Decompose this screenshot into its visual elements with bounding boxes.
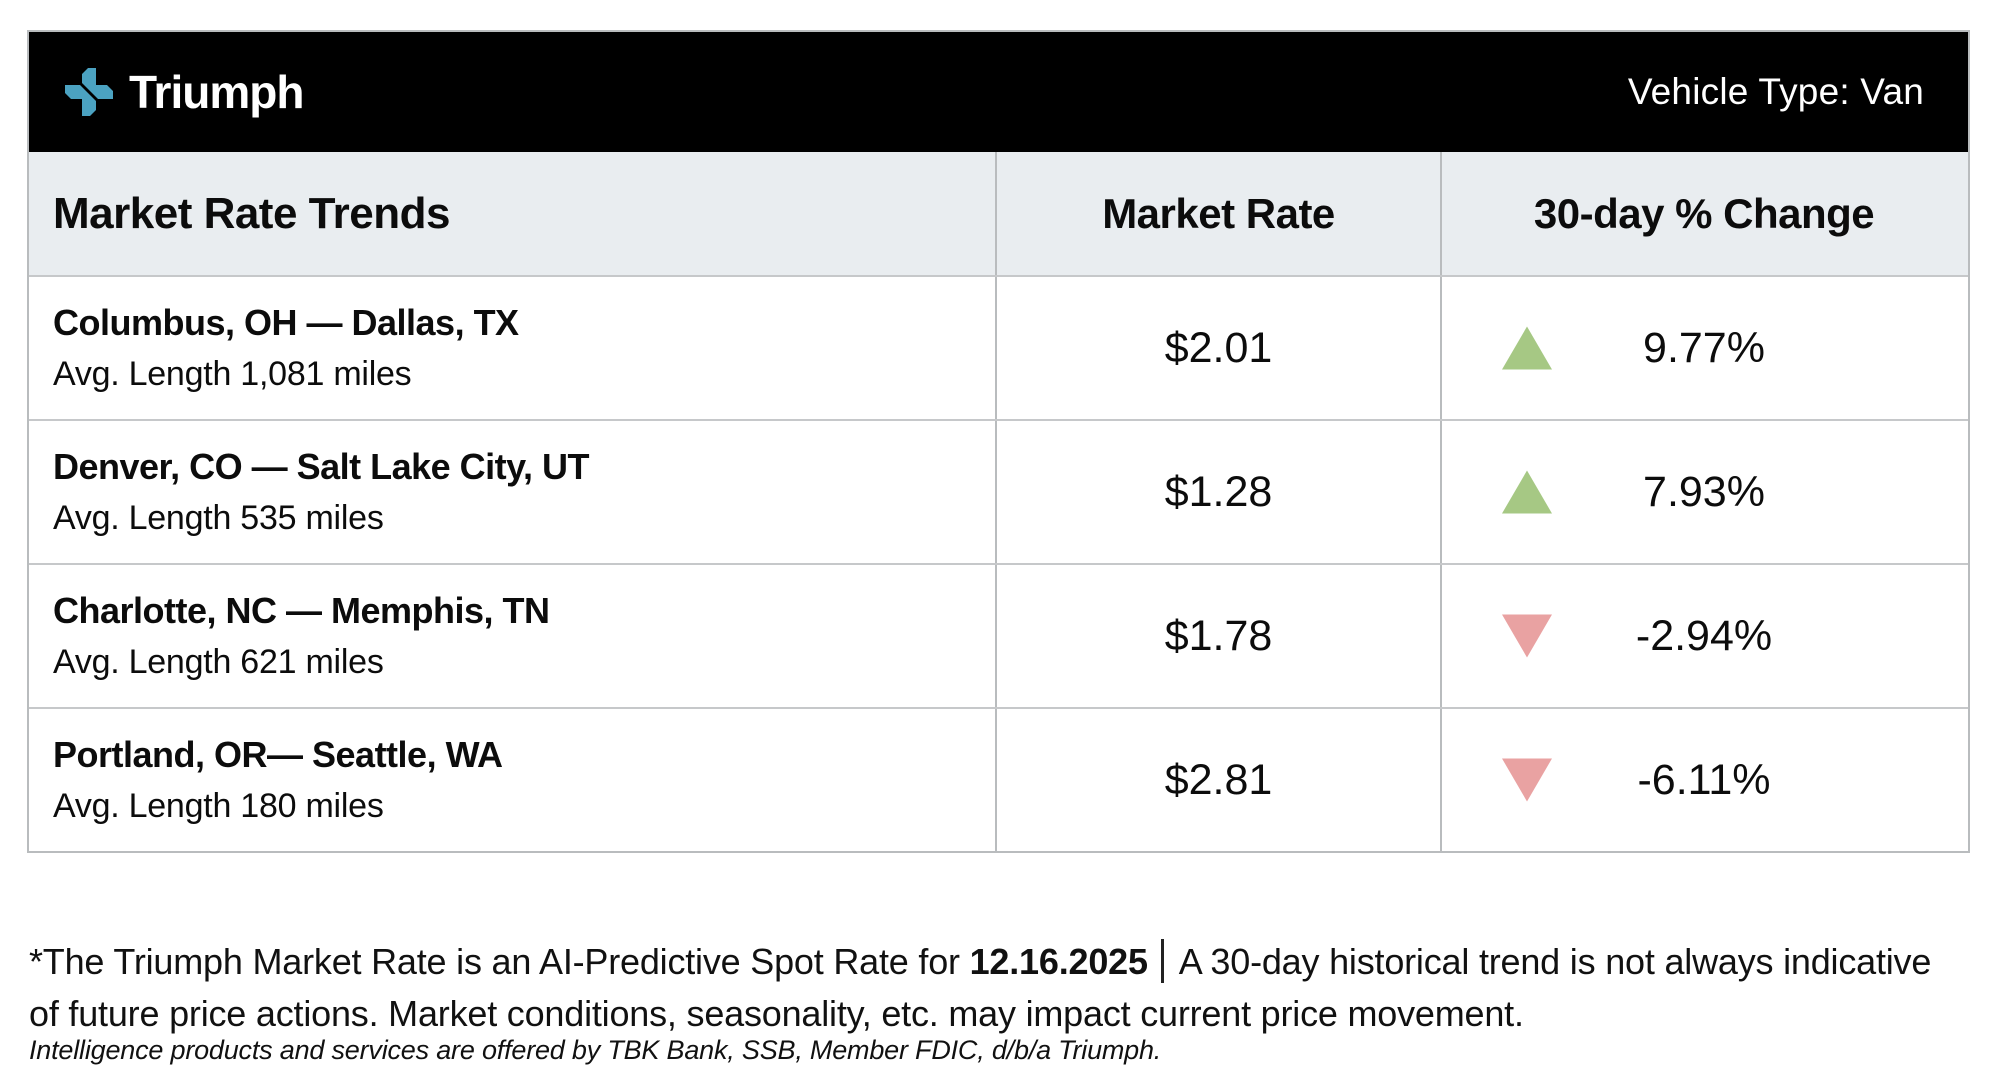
disclaimer-text-start: *The Triumph Market Rate is an AI-Predic… bbox=[29, 941, 970, 982]
change-cell: -2.94% bbox=[1440, 565, 1966, 707]
lane-cell: Charlotte, NC — Memphis, TN Avg. Length … bbox=[29, 565, 995, 707]
market-rate-value: $1.78 bbox=[995, 565, 1440, 707]
legal-note: Intelligence products and services are o… bbox=[29, 1035, 1162, 1065]
brand: Triumph bbox=[65, 65, 304, 119]
market-rate-value: $2.81 bbox=[995, 709, 1440, 851]
trend-up-icon bbox=[1502, 470, 1552, 514]
trend-down-icon bbox=[1502, 614, 1552, 658]
lane-cell: Denver, CO — Salt Lake City, UT Avg. Len… bbox=[29, 421, 995, 563]
percent-change-value: 7.93% bbox=[1643, 467, 1765, 516]
table-row: Columbus, OH — Dallas, TX Avg. Length 1,… bbox=[29, 275, 1968, 419]
avg-length: Avg. Length 535 miles bbox=[53, 499, 384, 537]
avg-length: Avg. Length 621 miles bbox=[53, 643, 384, 681]
brand-name: Triumph bbox=[129, 66, 304, 118]
disclaimer: *The Triumph Market Rate is an AI-Predic… bbox=[29, 936, 1964, 1040]
trend-up-icon bbox=[1502, 326, 1552, 370]
column-header-trends: Market Rate Trends bbox=[53, 188, 450, 238]
change-cell: 9.77% bbox=[1440, 277, 1966, 419]
table-row: Denver, CO — Salt Lake City, UT Avg. Len… bbox=[29, 419, 1968, 563]
lane-name: Columbus, OH — Dallas, TX bbox=[53, 302, 519, 343]
column-header-rate: Market Rate bbox=[995, 152, 1440, 275]
avg-length: Avg. Length 180 miles bbox=[53, 787, 384, 825]
rate-report-card: Triumph Vehicle Type: Van Market Rate Tr… bbox=[27, 30, 1970, 853]
lane-name: Portland, OR— Seattle, WA bbox=[53, 734, 503, 775]
disclaimer-text-end: A 30-day historical trend is not always … bbox=[29, 941, 1932, 1034]
market-rate-value: $1.28 bbox=[995, 421, 1440, 563]
avg-length: Avg. Length 1,081 miles bbox=[53, 355, 412, 393]
percent-change-value: -6.11% bbox=[1637, 755, 1771, 804]
change-cell: -6.11% bbox=[1440, 709, 1966, 851]
table-row: Portland, OR— Seattle, WA Avg. Length 18… bbox=[29, 707, 1968, 851]
table-header-row: Market Rate Trends Market Rate 30-day % … bbox=[29, 152, 1968, 275]
market-rate-value: $2.01 bbox=[995, 277, 1440, 419]
lane-name: Denver, CO — Salt Lake City, UT bbox=[53, 446, 590, 487]
lane-name: Charlotte, NC — Memphis, TN bbox=[53, 590, 550, 631]
table-row: Charlotte, NC — Memphis, TN Avg. Length … bbox=[29, 563, 1968, 707]
percent-change-value: 9.77% bbox=[1643, 323, 1765, 372]
change-cell: 7.93% bbox=[1440, 421, 1966, 563]
disclaimer-date: 12.16.2025 bbox=[969, 941, 1148, 982]
topbar: Triumph Vehicle Type: Van bbox=[29, 32, 1968, 152]
lane-cell: Columbus, OH — Dallas, TX Avg. Length 1,… bbox=[29, 277, 995, 419]
vehicle-type-label: Vehicle Type: Van bbox=[1627, 71, 1924, 112]
lane-cell: Portland, OR— Seattle, WA Avg. Length 18… bbox=[29, 709, 995, 851]
percent-change-value: -2.94% bbox=[1635, 611, 1773, 660]
table-body: Columbus, OH — Dallas, TX Avg. Length 1,… bbox=[29, 275, 1968, 851]
column-header-change: 30-day % Change bbox=[1440, 152, 1966, 275]
triumph-logo-icon bbox=[65, 68, 113, 116]
trend-down-icon bbox=[1502, 758, 1552, 802]
separator-bar bbox=[1160, 939, 1164, 983]
